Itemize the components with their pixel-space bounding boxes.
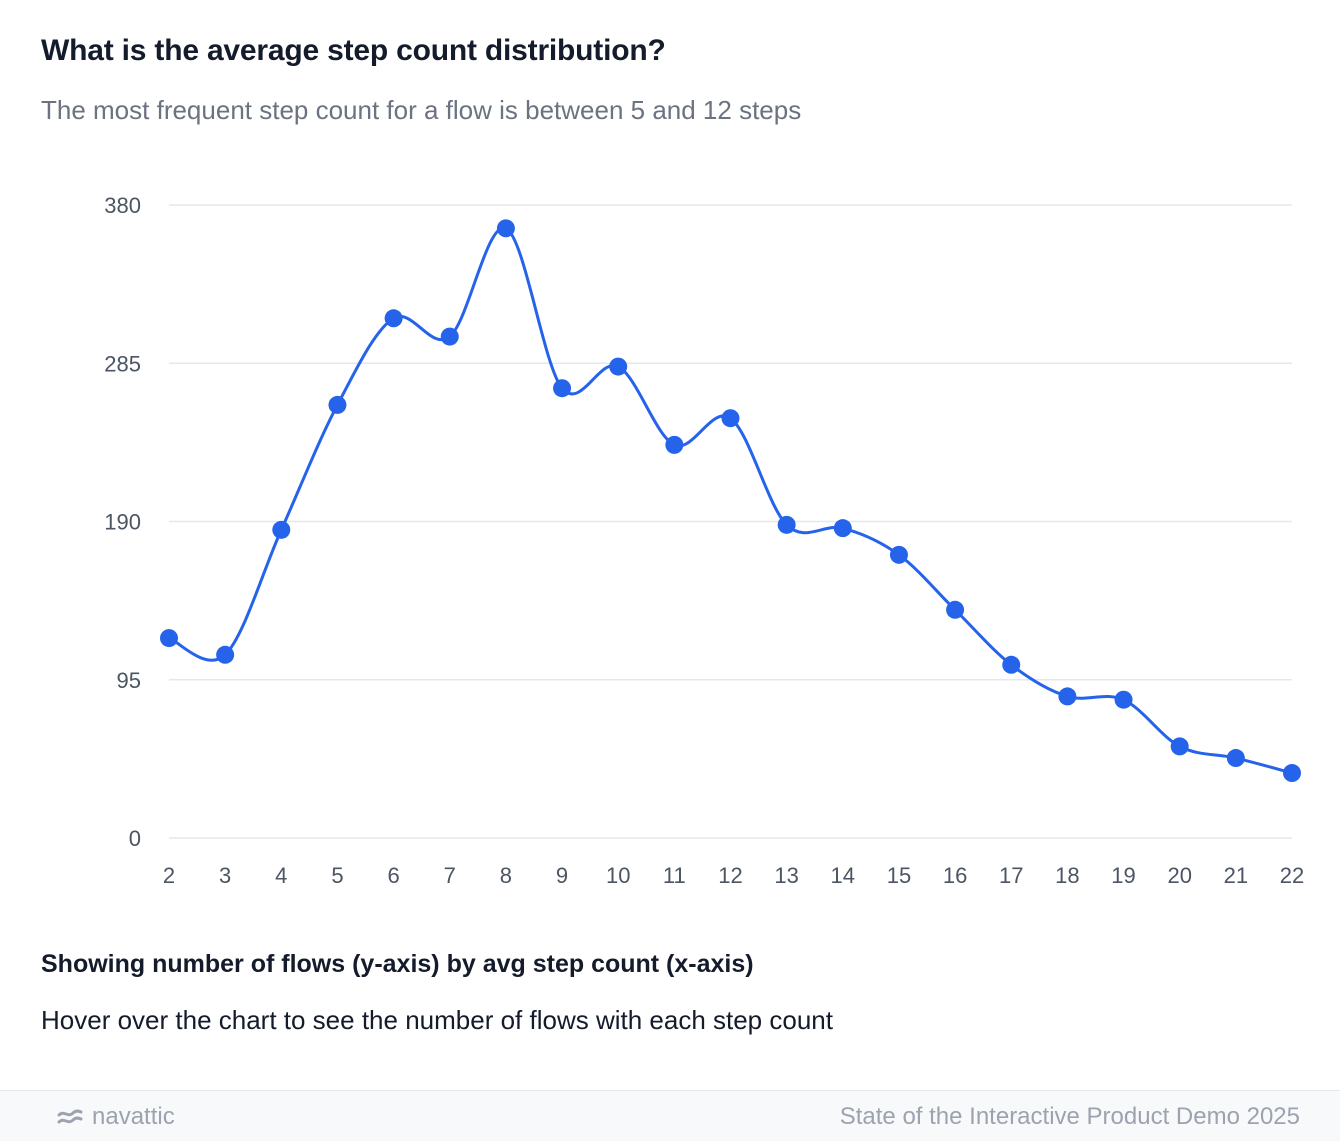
data-point[interactable] bbox=[272, 520, 291, 539]
x-tick-label: 6 bbox=[387, 863, 399, 888]
chart-caption-hint: Hover over the chart to see the number o… bbox=[41, 1005, 833, 1035]
x-tick-label: 10 bbox=[606, 863, 630, 888]
data-point[interactable] bbox=[160, 629, 178, 648]
y-tick-label: 285 bbox=[104, 351, 141, 376]
x-tick-label: 18 bbox=[1055, 863, 1079, 888]
data-point[interactable] bbox=[1170, 737, 1189, 756]
x-tick-label: 8 bbox=[500, 863, 512, 888]
chart-title: What is the average step count distribut… bbox=[41, 34, 666, 67]
data-point[interactable] bbox=[1058, 687, 1077, 706]
data-point[interactable] bbox=[777, 515, 796, 534]
y-tick-label: 95 bbox=[117, 668, 141, 693]
x-tick-label: 22 bbox=[1280, 863, 1304, 888]
data-point[interactable] bbox=[553, 379, 572, 398]
data-point[interactable] bbox=[1002, 655, 1021, 674]
x-tick-label: 16 bbox=[943, 863, 967, 888]
data-point[interactable] bbox=[1226, 749, 1245, 768]
x-tick-label: 19 bbox=[1111, 863, 1135, 888]
data-point[interactable] bbox=[384, 309, 403, 328]
footer: navattic State of the Interactive Produc… bbox=[0, 1090, 1340, 1141]
data-points[interactable] bbox=[160, 219, 1301, 783]
data-point[interactable] bbox=[609, 357, 628, 376]
y-axis-ticks: 0 95 190 285 380 bbox=[104, 193, 141, 851]
x-tick-label: 12 bbox=[718, 863, 742, 888]
x-tick-label: 4 bbox=[275, 863, 287, 888]
data-point[interactable] bbox=[496, 219, 515, 238]
x-tick-label: 2 bbox=[163, 863, 175, 888]
data-point[interactable] bbox=[946, 600, 965, 619]
x-tick-label: 13 bbox=[774, 863, 798, 888]
data-point[interactable] bbox=[833, 519, 852, 538]
x-tick-label: 9 bbox=[556, 863, 568, 888]
x-axis-ticks: 2 3 4 5 6 7 8 9 10 11 12 13 14 15 16 17 18 19 20 21 22 bbox=[163, 863, 1304, 888]
x-tick-label: 20 bbox=[1167, 863, 1191, 888]
y-tick-label: 380 bbox=[104, 193, 141, 218]
x-tick-label: 11 bbox=[663, 863, 686, 888]
x-tick-label: 21 bbox=[1224, 863, 1248, 888]
x-tick-label: 5 bbox=[331, 863, 343, 888]
line-chart[interactable]: 0 95 190 285 380 2 3 4 5 6 7 8 9 10 11 12 13 14 15 16 17 18 1… bbox=[0, 0, 1340, 900]
y-tick-label: 0 bbox=[129, 826, 141, 851]
data-point[interactable] bbox=[889, 545, 908, 564]
chart-subtitle: The most frequent step count for a flow … bbox=[41, 95, 802, 125]
data-point[interactable] bbox=[1114, 690, 1133, 709]
x-tick-label: 3 bbox=[219, 863, 231, 888]
x-tick-label: 17 bbox=[999, 863, 1023, 888]
data-point[interactable] bbox=[665, 435, 684, 454]
data-point[interactable] bbox=[721, 409, 740, 428]
y-tick-label: 190 bbox=[104, 510, 141, 535]
x-tick-label: 7 bbox=[444, 863, 456, 888]
data-point[interactable] bbox=[1283, 764, 1301, 783]
navattic-logo-icon bbox=[57, 1109, 83, 1124]
footer-source: State of the Interactive Product Demo 20… bbox=[839, 1103, 1300, 1130]
chart-caption-heading: Showing number of flows (y-axis) by avg … bbox=[41, 950, 754, 978]
x-tick-label: 15 bbox=[887, 863, 911, 888]
data-point[interactable] bbox=[328, 395, 347, 414]
grid-lines bbox=[169, 204, 1292, 839]
data-point[interactable] bbox=[440, 327, 459, 346]
data-point[interactable] bbox=[216, 645, 235, 664]
x-tick-label: 14 bbox=[831, 863, 855, 888]
brand-name: navattic bbox=[92, 1103, 175, 1130]
brand[interactable]: navattic bbox=[57, 1103, 175, 1131]
